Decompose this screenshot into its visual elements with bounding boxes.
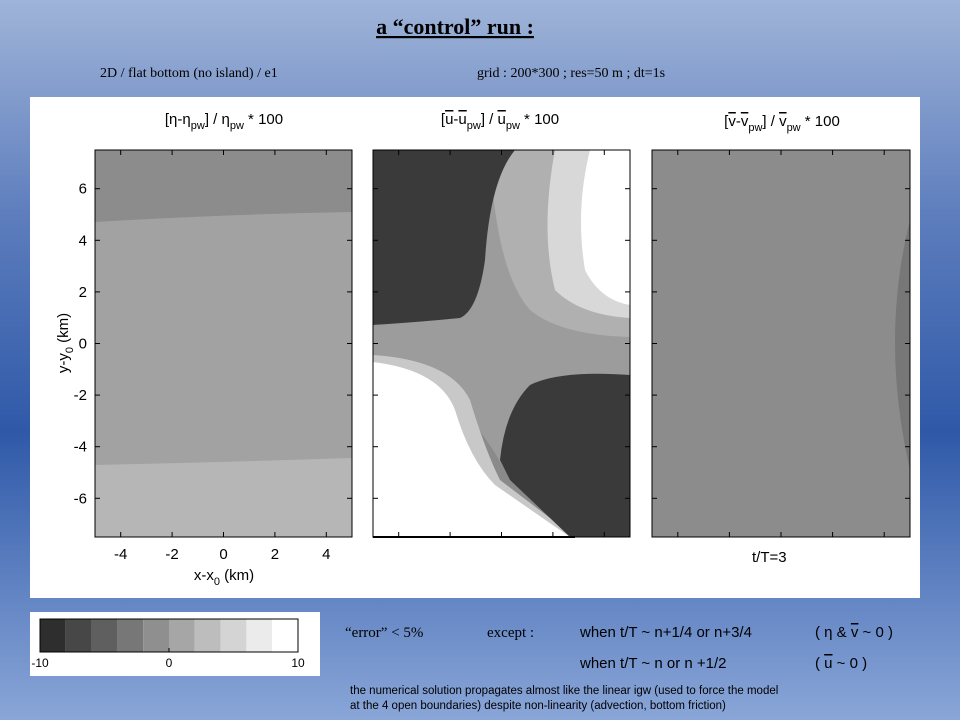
y-tick-label: -4	[74, 439, 87, 456]
contour-region	[581, 150, 630, 305]
colorbar-cell	[91, 619, 118, 652]
contour-region	[500, 373, 630, 537]
condition-text: ( u ~ 0 )	[815, 655, 867, 672]
y-tick-label: 6	[79, 181, 87, 198]
y-axis-label: y-y0 (km)	[55, 313, 76, 373]
error-note: “error” < 5%	[345, 625, 423, 641]
except-note: except :	[487, 625, 534, 641]
footnote: at the 4 open boundaries) despite non-li…	[350, 700, 726, 712]
y-tick-label: 0	[79, 336, 87, 353]
x-tick-label: -2	[165, 546, 178, 563]
condition-text: ( η & v ~ 0 )	[815, 624, 893, 641]
panel-1	[95, 150, 352, 537]
panel-title: [u-upw] / upw * 100	[441, 111, 559, 132]
colorbar-cell	[246, 619, 273, 652]
colorbar-cell	[117, 619, 144, 652]
colorbar-tick-label: 0	[166, 656, 173, 670]
colorbar-cell	[220, 619, 247, 652]
subtitle-right: grid : 200*300 ; res=50 m ; dt=1s	[477, 66, 665, 81]
condition-text: when t/T ~ n+1/4 or n+3/4	[579, 624, 752, 641]
slide-title: a “control” run :	[376, 14, 534, 39]
x-tick-label: 0	[219, 546, 227, 563]
colorbar-cell	[65, 619, 92, 652]
x-tick-label: 2	[271, 546, 279, 563]
panel-3	[652, 150, 910, 537]
y-tick-label: -2	[74, 387, 87, 404]
x-axis-label: x-x0 (km)	[194, 567, 254, 588]
subtitle-left: 2D / flat bottom (no island) / e1	[100, 66, 278, 81]
contour-region	[895, 220, 910, 470]
contour-region	[373, 150, 515, 325]
panel-2	[373, 150, 630, 538]
colorbar-cell	[194, 619, 221, 652]
contour-region	[373, 362, 570, 537]
panel-title: [v-vpw] / vpw * 100	[724, 113, 840, 134]
contour-region	[95, 458, 352, 537]
colorbar-cell	[143, 619, 169, 652]
colorbar: -10 0 10	[30, 612, 320, 676]
colorbar-tick-label: 10	[291, 656, 305, 670]
colorbar-cell	[40, 619, 66, 652]
y-tick-label: -6	[74, 490, 87, 507]
colorbar-cell	[272, 619, 298, 652]
footnote: the numerical solution propagates almost…	[350, 685, 778, 697]
y-tick-label: 4	[79, 232, 87, 249]
panel-title: [η-ηpw] / ηpw * 100	[165, 111, 283, 132]
colorbar-cell	[169, 619, 195, 652]
contour-field	[652, 150, 910, 537]
condition-text: when t/T ~ n or n +1/2	[579, 655, 726, 672]
x-tick-label: -4	[114, 546, 127, 563]
x-tick-label: 4	[322, 546, 330, 563]
y-tick-label: 2	[79, 284, 87, 301]
colorbar-tick-label: -10	[31, 656, 49, 670]
time-label: t/T=3	[752, 549, 787, 566]
contour-region	[95, 150, 352, 222]
